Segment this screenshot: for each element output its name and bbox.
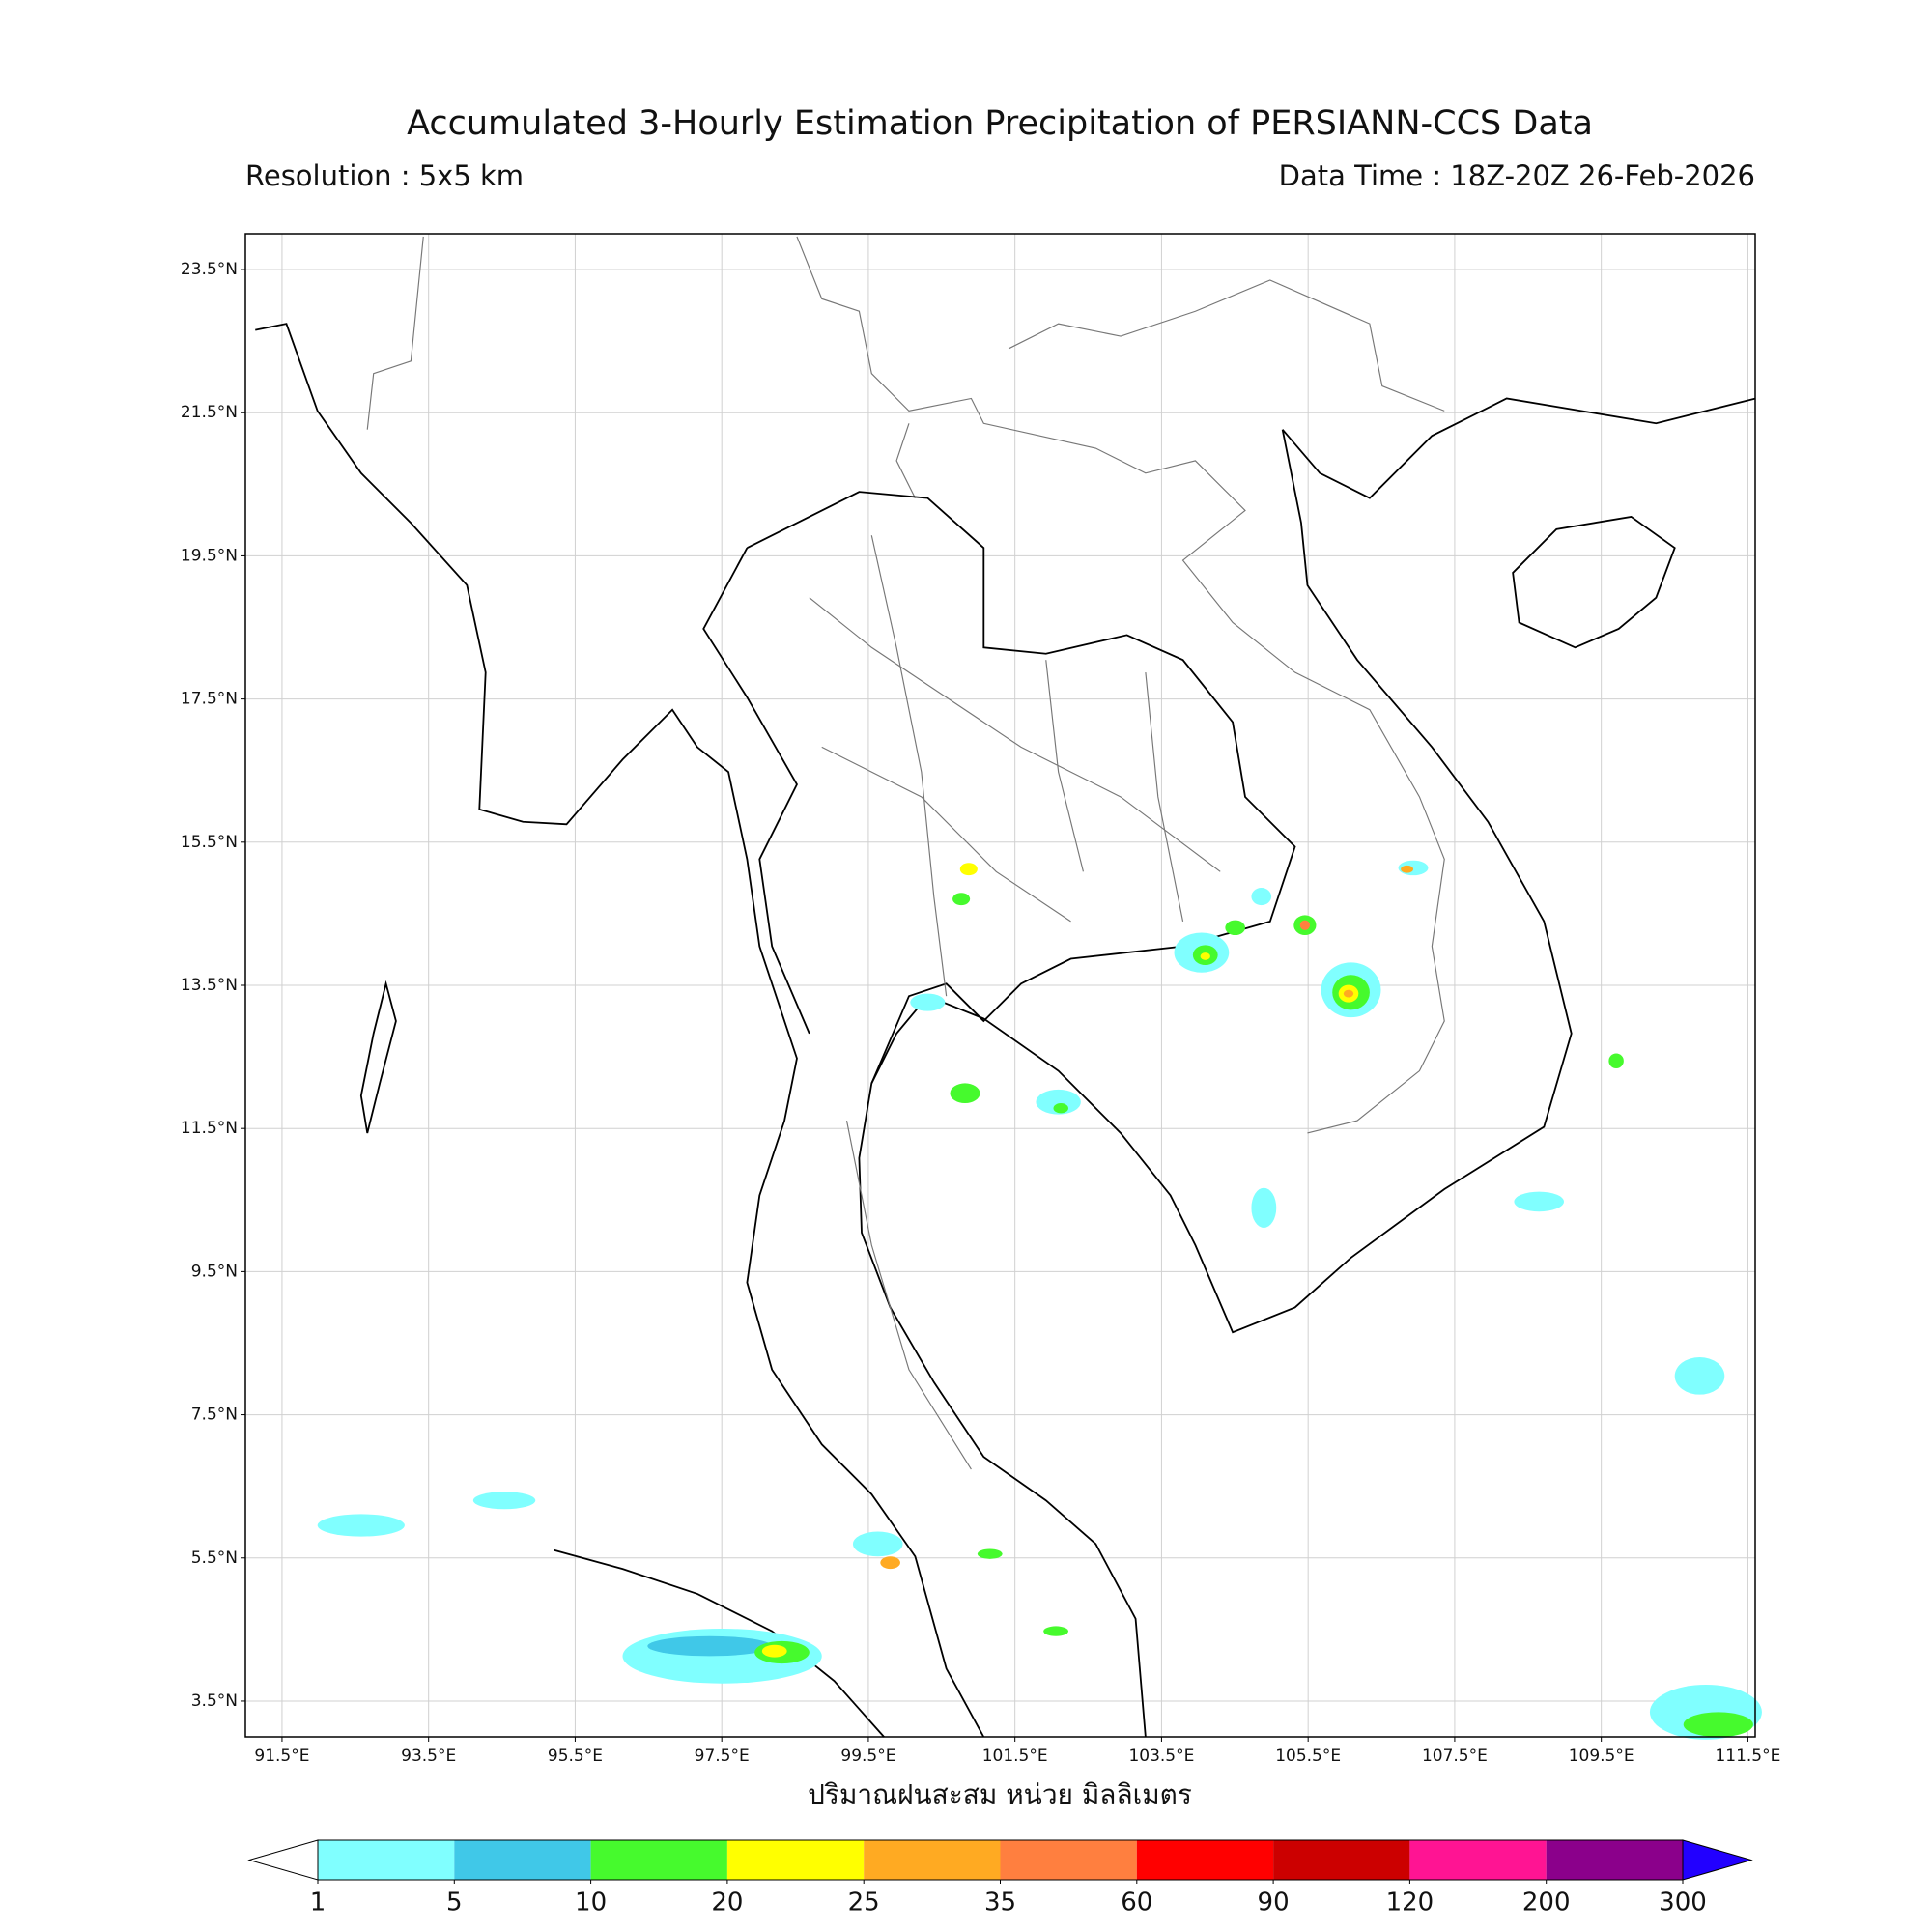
x-tick-label: 99.5°E: [840, 1747, 895, 1766]
y-tick-label: 9.5°N: [191, 1262, 238, 1281]
province-borders: [809, 535, 1221, 1470]
y-tick-label: 19.5°N: [181, 546, 238, 565]
x-tick-label: 91.5°E: [254, 1747, 309, 1766]
colorbar-label: 5: [446, 1889, 463, 1918]
country-borders: [366, 236, 1445, 1134]
colorbar-label: 10: [575, 1889, 607, 1918]
colorbar-label: 120: [1386, 1889, 1435, 1918]
x-axis-label: ปริมาณฝนสะสม หน่วย มิลลิเมตร: [808, 1778, 1192, 1810]
colorbar-over: [1682, 1839, 1753, 1881]
colorbar-swatch: [1409, 1840, 1547, 1880]
y-tick-label: 21.5°N: [181, 403, 238, 422]
colorbar-label: 90: [1258, 1889, 1290, 1918]
y-tick-label: 23.5°N: [181, 260, 238, 279]
colorbar-label: 1: [310, 1889, 327, 1918]
x-tick-label: 95.5°E: [548, 1747, 603, 1766]
colorbar-swatch: [864, 1840, 1001, 1880]
y-tick-label: 7.5°N: [191, 1406, 238, 1425]
y-tick-label: 11.5°N: [181, 1119, 238, 1138]
colorbar-swatch: [1546, 1840, 1683, 1880]
thailand-outline: [702, 491, 1296, 1084]
x-tick-label: 105.5°E: [1275, 1747, 1341, 1766]
x-tick-label: 103.5°E: [1128, 1747, 1194, 1766]
x-tick-label: 97.5°E: [695, 1747, 750, 1766]
subtitle-left: Resolution : 5x5 km: [245, 159, 524, 192]
precipitation: [317, 860, 1762, 1740]
coastline-hainan: [1512, 515, 1676, 649]
colorbar-label: 60: [1121, 1889, 1152, 1918]
colorbar-swatch: [726, 1840, 865, 1880]
coastline-andaman: [359, 980, 397, 1134]
y-tick-label: 15.5°N: [181, 833, 238, 852]
colorbar-label: 20: [711, 1889, 743, 1918]
colorbar: 1 5 10 20 25 35 60 90 120 200 300: [247, 1839, 1753, 1918]
y-tick-label: 17.5°N: [181, 690, 238, 709]
y-tick-label: 5.5°N: [191, 1548, 238, 1568]
coastline-mainland: [255, 323, 1756, 1738]
colorbar-under: [247, 1839, 319, 1881]
colorbar-label: 300: [1659, 1889, 1707, 1918]
x-tick-label: 101.5°E: [982, 1747, 1048, 1766]
colorbar-label: 200: [1522, 1889, 1571, 1918]
colorbar-swatch: [318, 1840, 455, 1880]
y-tick-label: 13.5°N: [181, 976, 238, 995]
grid: [245, 234, 1755, 1737]
colorbar-swatch: [1136, 1840, 1274, 1880]
x-tick-label: 111.5°E: [1715, 1747, 1780, 1766]
colorbar-swatch: [590, 1840, 727, 1880]
basemap: [255, 236, 1762, 1740]
coastline-sumatra: [554, 1548, 885, 1738]
x-tick-label: 93.5°E: [401, 1747, 456, 1766]
title: Accumulated 3-Hourly Estimation Precipit…: [407, 104, 1593, 143]
colorbar-swatch: [1273, 1840, 1410, 1880]
colorbar-label: 25: [848, 1889, 880, 1918]
x-tick-label: 107.5°E: [1422, 1747, 1488, 1766]
x-tick-label: 109.5°E: [1569, 1747, 1634, 1766]
colorbar-label: 35: [984, 1889, 1016, 1918]
colorbar-swatch: [1000, 1840, 1137, 1880]
colorbar-swatch: [454, 1840, 591, 1880]
y-tick-label: 3.5°N: [191, 1691, 238, 1711]
subtitle-right: Data Time : 18Z-20Z 26-Feb-2026: [1279, 159, 1755, 192]
